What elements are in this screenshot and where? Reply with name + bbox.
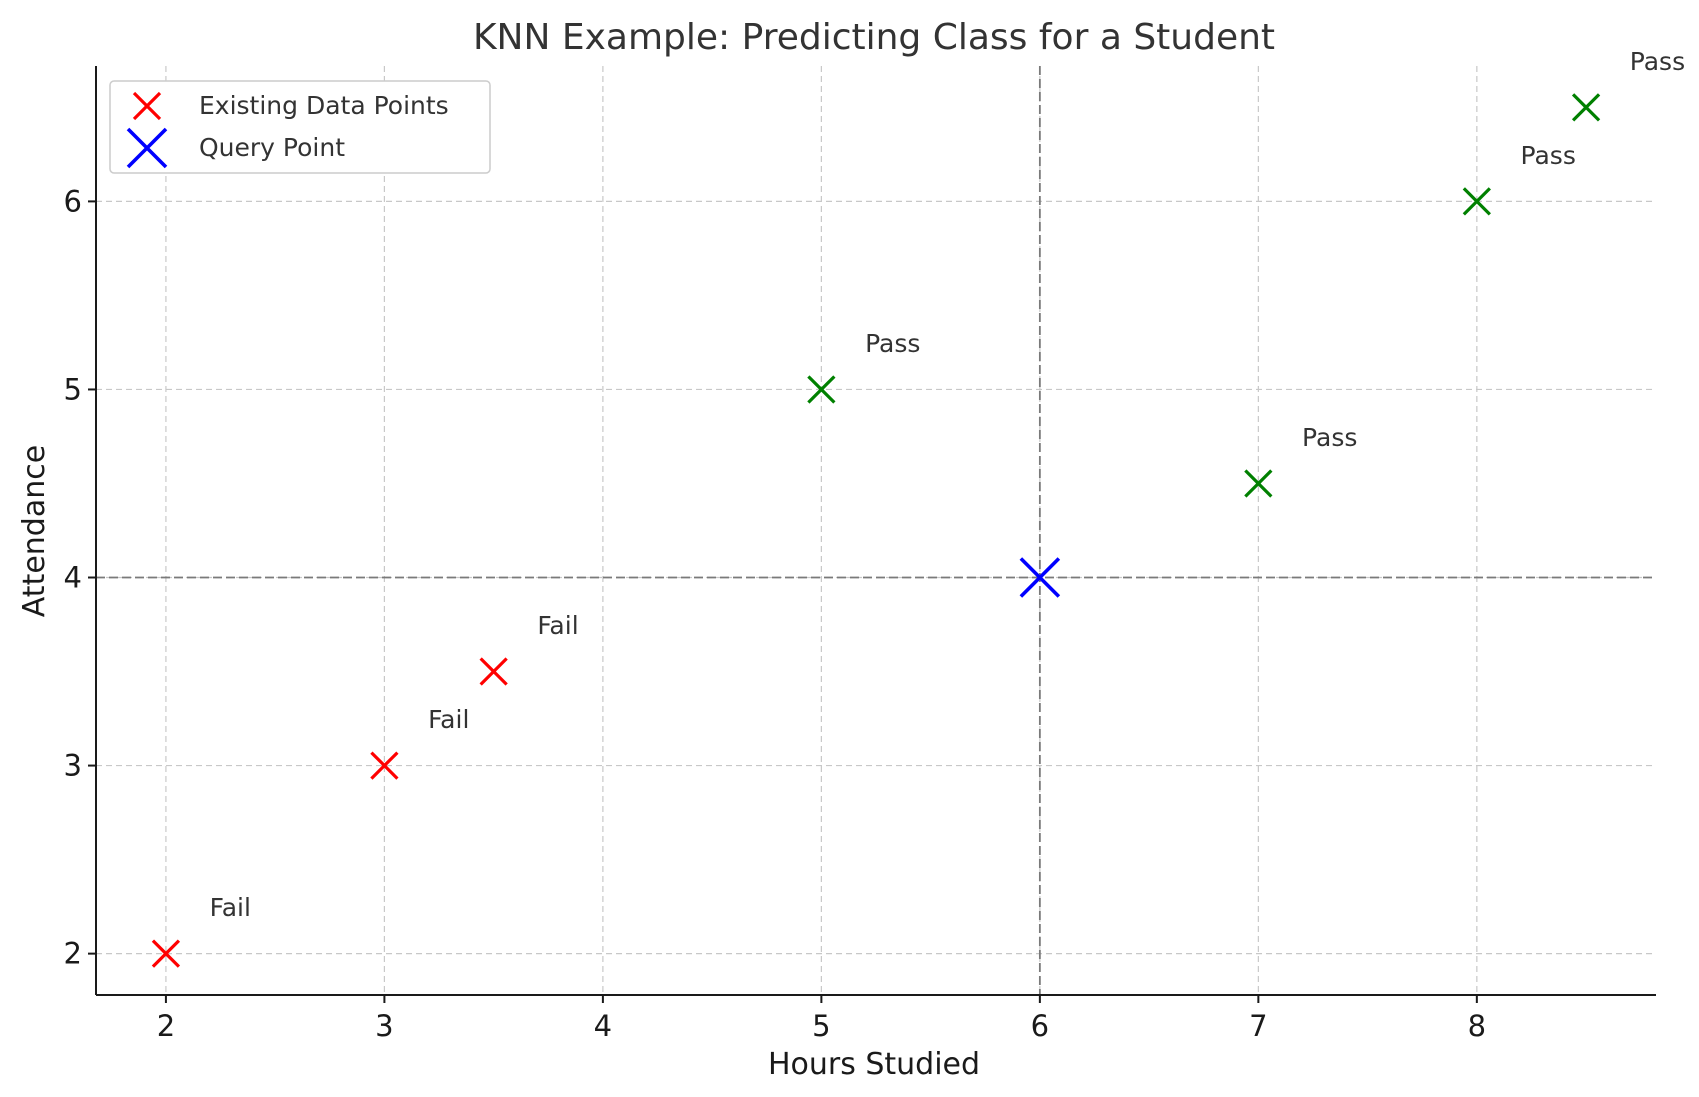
x-tick-label: 8 [1468,1009,1486,1043]
chart-title: KNN Example: Predicting Class for a Stud… [473,17,1275,58]
x-tick-label: 2 [157,1009,175,1043]
legend-box [109,80,491,174]
point-label: Pass [1521,141,1576,170]
data-point-marker-icon [370,751,399,780]
point-label: Fail [210,893,251,922]
y-tick-label: 6 [64,184,82,218]
legend-marker-query-icon [126,127,168,169]
reference-lines [96,66,1656,995]
point-label: Fail [537,611,578,640]
x-tick-label: 7 [1249,1009,1267,1043]
point-annotations: Fail Fail Fail Pass Pass Pass Pass [210,47,1685,922]
plot-axes [95,66,1656,996]
x-tick-label: 4 [594,1009,612,1043]
data-points [151,93,1601,968]
legend-marker-existing-icon [132,91,162,121]
legend-cross-existing [132,91,162,121]
legend-label-existing: Existing Data Points [199,91,449,120]
x-axis-label: Hours Studied [768,1047,980,1082]
x-tick-label: 6 [1031,1009,1049,1043]
point-label: Pass [1630,47,1685,76]
data-point-marker-icon [1462,187,1491,216]
data-point-marker-icon [807,375,836,404]
legend-cross-query [126,127,168,169]
legend-label-query: Query Point [199,133,345,162]
query-point-marker-icon [1019,557,1061,598]
point-label: Pass [865,329,920,358]
legend: Existing Data Points Query Point [109,80,491,174]
y-axis-label: Attendance [17,445,52,617]
axis-ticks: 2 3 4 5 6 7 8 2 3 4 5 6 [64,184,1487,1043]
data-point-marker-icon [151,939,181,968]
point-label: Fail [428,705,469,734]
y-tick-label: 3 [64,749,82,783]
y-tick-label: 2 [64,937,82,971]
x-tick-label: 3 [375,1009,393,1043]
y-tick-label: 4 [64,561,82,595]
y-tick-label: 5 [64,372,82,406]
data-point-marker-icon [1244,469,1273,498]
x-tick-label: 5 [812,1009,830,1043]
data-point-marker-icon [479,657,508,686]
point-label: Pass [1302,423,1357,452]
data-point-marker-icon [1571,93,1601,122]
